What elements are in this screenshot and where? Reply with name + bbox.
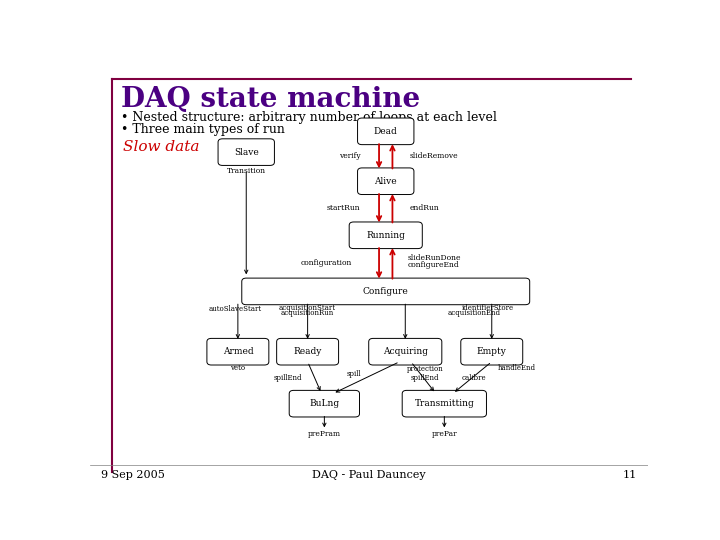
Text: acquisitionStart: acquisitionStart bbox=[279, 303, 336, 312]
Text: Slave: Slave bbox=[234, 147, 258, 157]
Text: identifierStore: identifierStore bbox=[462, 303, 514, 312]
Text: 11: 11 bbox=[623, 470, 637, 480]
Text: Dead: Dead bbox=[374, 127, 397, 136]
Text: handleEnd: handleEnd bbox=[498, 364, 536, 372]
Text: • Three main types of run: • Three main types of run bbox=[121, 123, 284, 136]
Text: endRun: endRun bbox=[409, 204, 439, 212]
FancyBboxPatch shape bbox=[461, 339, 523, 365]
Text: Alive: Alive bbox=[374, 177, 397, 186]
Text: slideRunDone: slideRunDone bbox=[408, 254, 462, 262]
Text: DAQ - Paul Dauncey: DAQ - Paul Dauncey bbox=[312, 470, 426, 480]
Text: spillEnd: spillEnd bbox=[274, 374, 302, 382]
Text: configureEnd: configureEnd bbox=[408, 261, 460, 269]
Text: acquisitionRun: acquisitionRun bbox=[281, 309, 334, 317]
Text: verify: verify bbox=[339, 152, 361, 160]
FancyBboxPatch shape bbox=[218, 139, 274, 165]
FancyBboxPatch shape bbox=[358, 168, 414, 194]
Text: Armed: Armed bbox=[222, 347, 253, 356]
Text: Slow data: Slow data bbox=[124, 140, 200, 154]
FancyBboxPatch shape bbox=[289, 390, 359, 417]
Text: • Nested structure: arbitrary number of loops at each level: • Nested structure: arbitrary number of … bbox=[121, 111, 497, 124]
Text: Ready: Ready bbox=[294, 347, 322, 356]
FancyBboxPatch shape bbox=[276, 339, 338, 365]
Text: Transition: Transition bbox=[227, 167, 266, 176]
Text: Running: Running bbox=[366, 231, 405, 240]
Text: veto: veto bbox=[230, 364, 246, 372]
Text: startRun: startRun bbox=[327, 204, 361, 212]
FancyBboxPatch shape bbox=[358, 118, 414, 145]
Text: calibre: calibre bbox=[462, 374, 486, 382]
Text: protection
spillEnd: protection spillEnd bbox=[406, 365, 444, 382]
FancyBboxPatch shape bbox=[349, 222, 423, 248]
Text: prePram: prePram bbox=[307, 430, 341, 438]
Text: Empty: Empty bbox=[477, 347, 507, 356]
Text: prePar: prePar bbox=[431, 430, 457, 438]
Text: configuration: configuration bbox=[301, 259, 352, 267]
Text: Configure: Configure bbox=[363, 287, 409, 296]
Text: slideRemove: slideRemove bbox=[409, 152, 458, 160]
FancyBboxPatch shape bbox=[369, 339, 442, 365]
FancyBboxPatch shape bbox=[207, 339, 269, 365]
FancyBboxPatch shape bbox=[242, 278, 530, 305]
Text: 9 Sep 2005: 9 Sep 2005 bbox=[101, 470, 165, 480]
FancyBboxPatch shape bbox=[402, 390, 487, 417]
Text: acquisitionEnd: acquisitionEnd bbox=[447, 309, 500, 317]
Text: BuLng: BuLng bbox=[310, 399, 339, 408]
Text: autoSlaveStart: autoSlaveStart bbox=[209, 305, 261, 313]
Text: Acquiring: Acquiring bbox=[383, 347, 428, 356]
Text: Transmitting: Transmitting bbox=[415, 399, 474, 408]
Text: DAQ state machine: DAQ state machine bbox=[121, 85, 420, 113]
Text: spill: spill bbox=[346, 369, 361, 377]
